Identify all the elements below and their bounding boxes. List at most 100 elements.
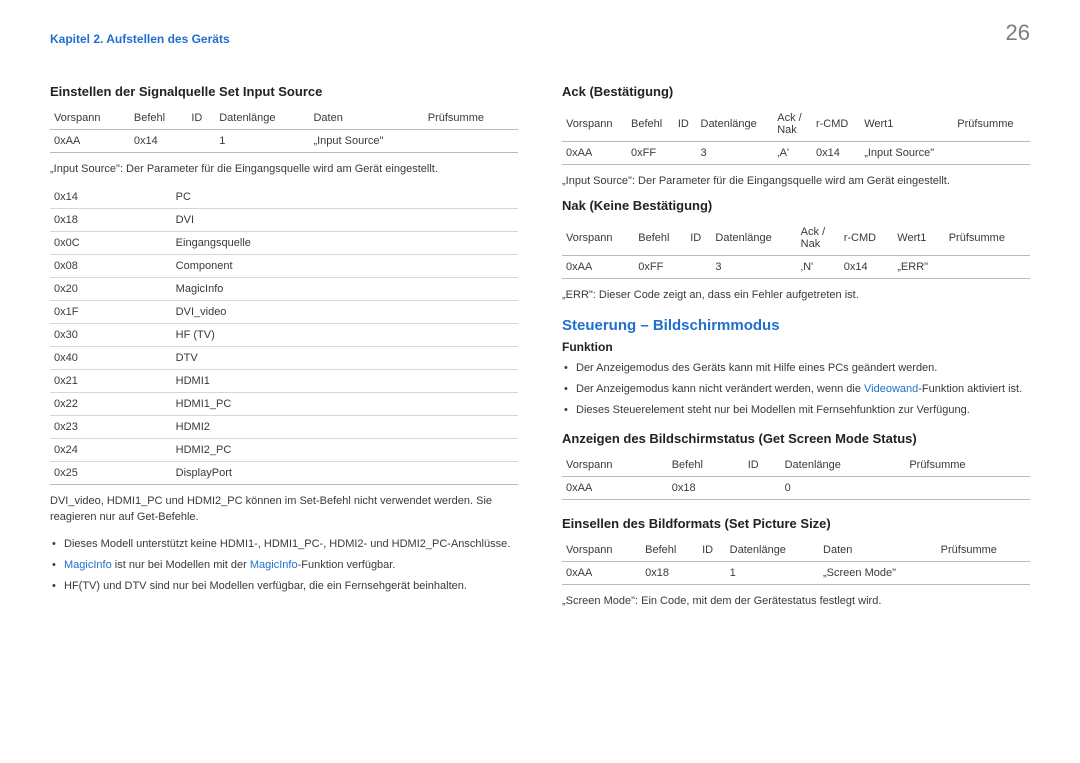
table-cell	[187, 130, 215, 153]
table-header: Befehl	[130, 107, 187, 130]
table-cell: 0x14	[812, 142, 860, 165]
table-header: Vorspann	[562, 221, 634, 256]
heading-ack: Ack (Bestätigung)	[562, 84, 1030, 99]
table-cell: Component	[172, 254, 518, 277]
table-row: 0x14PC	[50, 186, 518, 209]
table-cell: MagicInfo	[172, 277, 518, 300]
table-cell: 0x08	[50, 254, 172, 277]
table-cell: DVI_video	[172, 300, 518, 323]
table-set-picture-size: VorspannBefehlIDDatenlängeDatenPrüfsumme…	[562, 539, 1030, 585]
table-cell: HF (TV)	[172, 323, 518, 346]
heading-nak: Nak (Keine Bestätigung)	[562, 198, 1030, 213]
table-cell: ‚N'	[797, 255, 840, 278]
table-cell	[674, 142, 697, 165]
table-cell: 3	[697, 142, 774, 165]
table-header: Befehl	[641, 539, 698, 562]
table-header: ID	[686, 221, 711, 256]
table-cell: „Screen Mode"	[819, 562, 937, 585]
note-screen-mode: „Screen Mode": Ein Code, mit dem der Ger…	[562, 593, 1030, 610]
note-err: „ERR": Dieser Code zeigt an, dass ein Fe…	[562, 287, 1030, 304]
table-header: Prüfsumme	[945, 221, 1030, 256]
table-cell: 0x18	[641, 562, 698, 585]
table-cell: 0x1F	[50, 300, 172, 323]
table-cell: PC	[172, 186, 518, 209]
table-cell: 0x22	[50, 392, 172, 415]
table-cell: DisplayPort	[172, 461, 518, 484]
table-cell	[698, 562, 726, 585]
table-row: 0x40DTV	[50, 346, 518, 369]
table-cell: „Input Source"	[309, 130, 423, 153]
table-header: Befehl	[627, 107, 674, 142]
table-cell: 0x21	[50, 369, 172, 392]
table-row: 0x24HDMI2_PC	[50, 438, 518, 461]
table-header: Datenlänge	[215, 107, 309, 130]
table-header: Vorspann	[562, 107, 627, 142]
table-cell: 0x14	[840, 255, 894, 278]
table-header: ID	[698, 539, 726, 562]
table-cell	[424, 130, 518, 153]
table-cell	[686, 255, 711, 278]
table-row: 0x20MagicInfo	[50, 277, 518, 300]
magicinfo-link: MagicInfo	[64, 559, 112, 571]
table-header: Vorspann	[562, 454, 668, 477]
list-item: Dieses Modell unterstützt keine HDMI1-, …	[64, 534, 518, 555]
table-header: Datenlänge	[781, 454, 906, 477]
table-cell	[953, 142, 1030, 165]
table-cell	[937, 562, 1030, 585]
table-header: Ack /Nak	[773, 107, 812, 142]
table-header: Befehl	[668, 454, 744, 477]
table-cell: 1	[215, 130, 309, 153]
table-cell: „ERR"	[893, 255, 944, 278]
table-row: 0x30HF (TV)	[50, 323, 518, 346]
table-row: 0x0CEingangsquelle	[50, 231, 518, 254]
table-cell: 3	[711, 255, 796, 278]
heading-set-input-source: Einstellen der Signalquelle Set Input So…	[50, 84, 518, 99]
table-cell	[945, 255, 1030, 278]
table-cell: 0xFF	[634, 255, 686, 278]
table-cell: DVI	[172, 208, 518, 231]
table-cell: 0x24	[50, 438, 172, 461]
table-cell: 0x0C	[50, 231, 172, 254]
table-cell: 0x40	[50, 346, 172, 369]
table-header: Befehl	[634, 221, 686, 256]
table-cell: 0x18	[50, 208, 172, 231]
table-cell: 0	[781, 477, 906, 500]
table-header: Daten	[819, 539, 937, 562]
list-item: Dieses Steuerelement steht nur bei Model…	[576, 400, 1030, 421]
table-cell: 0x23	[50, 415, 172, 438]
table-header: Wert1	[893, 221, 944, 256]
table-input-source-codes: 0x14PC0x18DVI0x0CEingangsquelle0x08Compo…	[50, 186, 518, 485]
table-row: 0x08Component	[50, 254, 518, 277]
table-cell: HDMI2_PC	[172, 438, 518, 461]
table-header: Datenlänge	[711, 221, 796, 256]
table-cell: 0x14	[130, 130, 187, 153]
table-row: 0x22HDMI1_PC	[50, 392, 518, 415]
table-header: Prüfsumme	[905, 454, 1030, 477]
table-header: Prüfsumme	[937, 539, 1030, 562]
table-cell: Eingangsquelle	[172, 231, 518, 254]
table-row: 0x1FDVI_video	[50, 300, 518, 323]
list-item: Der Anzeigemodus kann nicht verändert we…	[576, 379, 1030, 400]
table-row: 0x25DisplayPort	[50, 461, 518, 484]
table-header: Vorspann	[50, 107, 130, 130]
table-cell	[744, 477, 781, 500]
table-row: 0x18DVI	[50, 208, 518, 231]
table-cell: HDMI1_PC	[172, 392, 518, 415]
table-row: 0x21HDMI1	[50, 369, 518, 392]
table-row: 0x23HDMI2	[50, 415, 518, 438]
table-set-input-source: VorspannBefehlIDDatenlängeDatenPrüfsumme…	[50, 107, 518, 153]
list-item: Der Anzeigemodus des Geräts kann mit Hil…	[576, 358, 1030, 379]
table-cell: 0x20	[50, 277, 172, 300]
table-cell: 0xAA	[562, 477, 668, 500]
table-cell: DTV	[172, 346, 518, 369]
magicinfo-link: MagicInfo	[250, 559, 298, 571]
table-cell: 0xAA	[562, 255, 634, 278]
table-header: Ack /Nak	[797, 221, 840, 256]
list-item: MagicInfo ist nur bei Modellen mit der M…	[64, 555, 518, 576]
heading-screen-mode: Steuerung – Bildschirmmodus	[562, 317, 1030, 334]
heading-set-picture-size: Einsellen des Bildformats (Set Picture S…	[562, 516, 1030, 531]
table-header: r-CMD	[812, 107, 860, 142]
table-header: Vorspann	[562, 539, 641, 562]
table-cell: 0x25	[50, 461, 172, 484]
heading-get-screen-mode: Anzeigen des Bildschirmstatus (Get Scree…	[562, 431, 1030, 446]
